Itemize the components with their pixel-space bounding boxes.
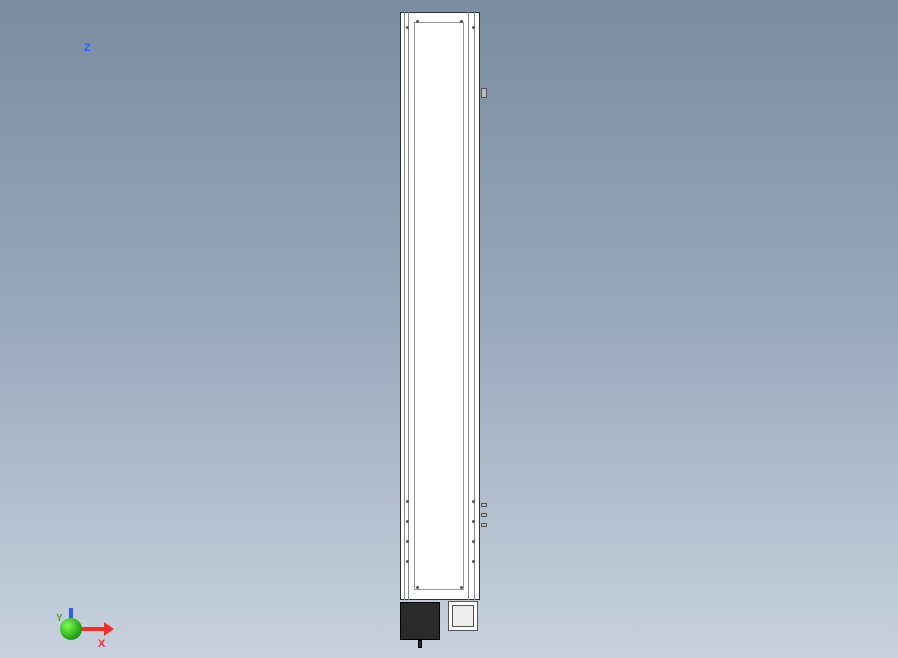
model-motor-shaft — [418, 640, 422, 648]
orientation-triad[interactable] — [60, 590, 110, 640]
model-inner-panel — [414, 22, 464, 590]
axis-x-label: X — [98, 638, 105, 650]
screw-hole — [472, 540, 475, 543]
screw-hole — [406, 560, 409, 563]
side-protrusion — [481, 523, 487, 527]
model-motor-block — [400, 602, 440, 640]
screw-hole — [472, 26, 475, 29]
screw-hole — [472, 500, 475, 503]
screw-hole — [460, 20, 463, 23]
axis-y-label: Y — [56, 613, 63, 624]
triad-origin-sphere — [60, 618, 82, 640]
side-protrusion — [481, 88, 487, 98]
screw-hole — [416, 586, 419, 589]
side-protrusion — [481, 513, 487, 517]
rail-line — [408, 12, 409, 600]
screw-hole — [472, 520, 475, 523]
rail-line — [474, 12, 475, 600]
screw-hole — [472, 560, 475, 563]
axis-x-arrowhead — [104, 622, 114, 636]
rail-line — [404, 12, 405, 600]
screw-hole — [460, 586, 463, 589]
screw-hole — [406, 500, 409, 503]
screw-hole — [406, 540, 409, 543]
screw-hole — [416, 20, 419, 23]
screw-hole — [406, 520, 409, 523]
axis-x-shaft — [78, 627, 106, 631]
rail-line — [468, 12, 469, 600]
model-base-bracket-inner — [452, 605, 474, 627]
side-protrusion — [481, 503, 487, 507]
axis-z-label: Z — [84, 42, 91, 54]
cad-viewport[interactable]: X Y Z — [0, 0, 898, 658]
screw-hole — [406, 26, 409, 29]
